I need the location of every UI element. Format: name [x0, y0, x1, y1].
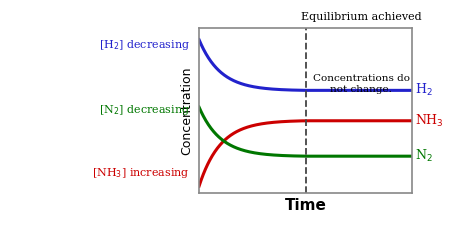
Text: [N$_2$] decreasing: [N$_2$] decreasing: [99, 103, 190, 118]
Text: [NH$_3$] increasing: [NH$_3$] increasing: [92, 166, 190, 180]
Y-axis label: Concentration: Concentration: [181, 66, 193, 155]
Text: Equilibrium achieved: Equilibrium achieved: [301, 12, 421, 22]
Text: Concentrations do
not change.: Concentrations do not change.: [313, 74, 410, 94]
Text: [H$_2$] decreasing: [H$_2$] decreasing: [99, 38, 190, 52]
Text: N$_2$: N$_2$: [414, 148, 432, 164]
Text: H$_2$: H$_2$: [414, 82, 432, 98]
X-axis label: Time: Time: [285, 198, 327, 213]
Text: NH$_3$: NH$_3$: [414, 113, 443, 129]
